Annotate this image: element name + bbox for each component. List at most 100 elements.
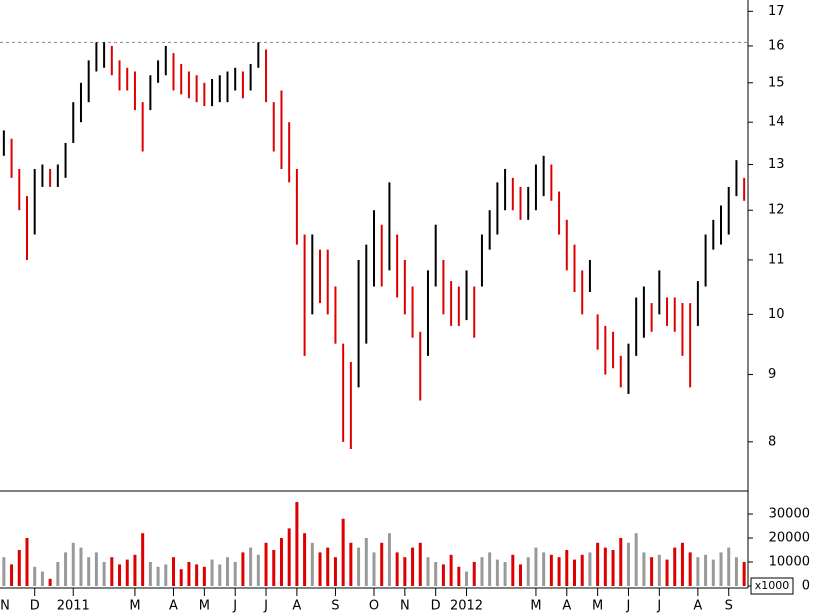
volume-bar bbox=[596, 542, 600, 586]
volume-bar bbox=[680, 542, 684, 586]
volume-bar bbox=[287, 528, 291, 586]
volume-bar bbox=[650, 557, 654, 586]
volume-bar bbox=[472, 562, 476, 586]
volume-bar bbox=[657, 554, 661, 586]
x-tick-label: A bbox=[169, 599, 178, 614]
y-tick-label: 14 bbox=[768, 115, 785, 130]
x-tick-label: D bbox=[30, 599, 40, 614]
volume-bar bbox=[349, 542, 353, 586]
volume-bar bbox=[526, 557, 530, 586]
volume-bar bbox=[2, 557, 6, 586]
volume-bar bbox=[10, 564, 14, 586]
y-tick-label: 8 bbox=[768, 434, 776, 449]
volume-bar bbox=[87, 557, 91, 586]
volume-bar bbox=[202, 566, 206, 586]
volume-bar bbox=[125, 559, 129, 586]
volume-bar bbox=[33, 566, 37, 586]
volume-bar bbox=[372, 552, 376, 586]
volume-bar bbox=[557, 557, 561, 586]
x-tick-label: M bbox=[129, 599, 140, 614]
unit-box bbox=[750, 577, 794, 595]
volume-bar bbox=[465, 571, 469, 586]
volume-bar bbox=[588, 552, 592, 586]
volume-bar bbox=[148, 562, 152, 586]
volume-bar bbox=[79, 547, 83, 586]
volume-bar bbox=[17, 550, 21, 586]
x-tick-label: N bbox=[400, 599, 410, 614]
volume-bar bbox=[179, 569, 183, 586]
volume-bar bbox=[426, 557, 430, 586]
volume-bar bbox=[488, 552, 492, 586]
volume-bar bbox=[626, 542, 630, 586]
x-tick-label: A bbox=[562, 599, 571, 614]
volume-bar bbox=[634, 533, 638, 586]
volume-bar bbox=[118, 564, 122, 586]
volume-tick-label: 20000 bbox=[769, 531, 810, 546]
volume-bar bbox=[480, 557, 484, 586]
volume-bar bbox=[187, 562, 191, 586]
volume-bar bbox=[403, 557, 407, 586]
y-tick-label: 15 bbox=[768, 75, 785, 90]
volume-bar bbox=[341, 518, 345, 586]
volume-bar bbox=[673, 547, 677, 586]
volume-bar bbox=[48, 578, 52, 586]
volume-bar bbox=[295, 502, 299, 586]
y-tick-label: 12 bbox=[768, 203, 785, 218]
x-tick-label: M bbox=[530, 599, 541, 614]
x-tick-label: A bbox=[292, 599, 301, 614]
volume-bar bbox=[580, 554, 584, 586]
volume-bar bbox=[156, 566, 160, 586]
volume-bar bbox=[395, 552, 399, 586]
x-tick-label: O bbox=[369, 599, 379, 614]
volume-tick-label: 10000 bbox=[769, 555, 810, 570]
volume-bar bbox=[519, 564, 523, 586]
volume-bar bbox=[387, 533, 391, 586]
volume-bar bbox=[172, 557, 176, 586]
volume-bar bbox=[64, 552, 68, 586]
x-tick-label: S bbox=[725, 599, 733, 614]
y-tick-label: 17 bbox=[768, 4, 785, 19]
volume-bar bbox=[110, 557, 114, 586]
volume-bar bbox=[364, 538, 368, 586]
x-tick-label: M bbox=[199, 599, 210, 614]
volume-bar bbox=[225, 557, 229, 586]
volume-bar bbox=[249, 547, 253, 586]
volume-bar bbox=[603, 547, 607, 586]
volume-bar bbox=[696, 557, 700, 586]
volume-bar bbox=[711, 559, 715, 586]
volume-bar bbox=[572, 559, 576, 586]
volume-bar bbox=[40, 571, 44, 586]
volume-bar bbox=[279, 538, 283, 586]
y-tick-label: 9 bbox=[768, 367, 776, 382]
x-tick-label: A bbox=[693, 599, 702, 614]
volume-bar bbox=[272, 550, 276, 586]
volume-bar bbox=[534, 547, 538, 586]
volume-bar bbox=[102, 562, 106, 586]
volume-bar bbox=[503, 562, 507, 586]
x-tick-label: D bbox=[431, 599, 441, 614]
x-tick-label: M bbox=[592, 599, 603, 614]
volume-bar bbox=[241, 552, 245, 586]
volume-bar bbox=[357, 547, 361, 586]
volume-unit: x1000 bbox=[755, 579, 790, 592]
x-tick-label: J bbox=[232, 599, 237, 614]
volume-bar bbox=[218, 564, 222, 586]
volume-bar bbox=[434, 562, 438, 586]
volume-bar bbox=[326, 547, 330, 586]
y-tick-label: 10 bbox=[768, 307, 785, 322]
volume-bar bbox=[542, 552, 546, 586]
x-tick-label: S bbox=[331, 599, 339, 614]
volume-bar bbox=[233, 562, 237, 586]
volume-bar bbox=[449, 554, 453, 586]
x-tick-label: J bbox=[656, 599, 661, 614]
volume-bar bbox=[511, 554, 515, 586]
volume-bar bbox=[94, 552, 98, 586]
y-tick-label: 13 bbox=[768, 157, 785, 172]
y-tick-label: 16 bbox=[768, 38, 785, 53]
volume-bar bbox=[619, 538, 623, 586]
volume-bar bbox=[742, 562, 746, 586]
volume-bar bbox=[418, 542, 422, 586]
volume-bar bbox=[704, 554, 708, 586]
volume-bar bbox=[333, 557, 337, 586]
